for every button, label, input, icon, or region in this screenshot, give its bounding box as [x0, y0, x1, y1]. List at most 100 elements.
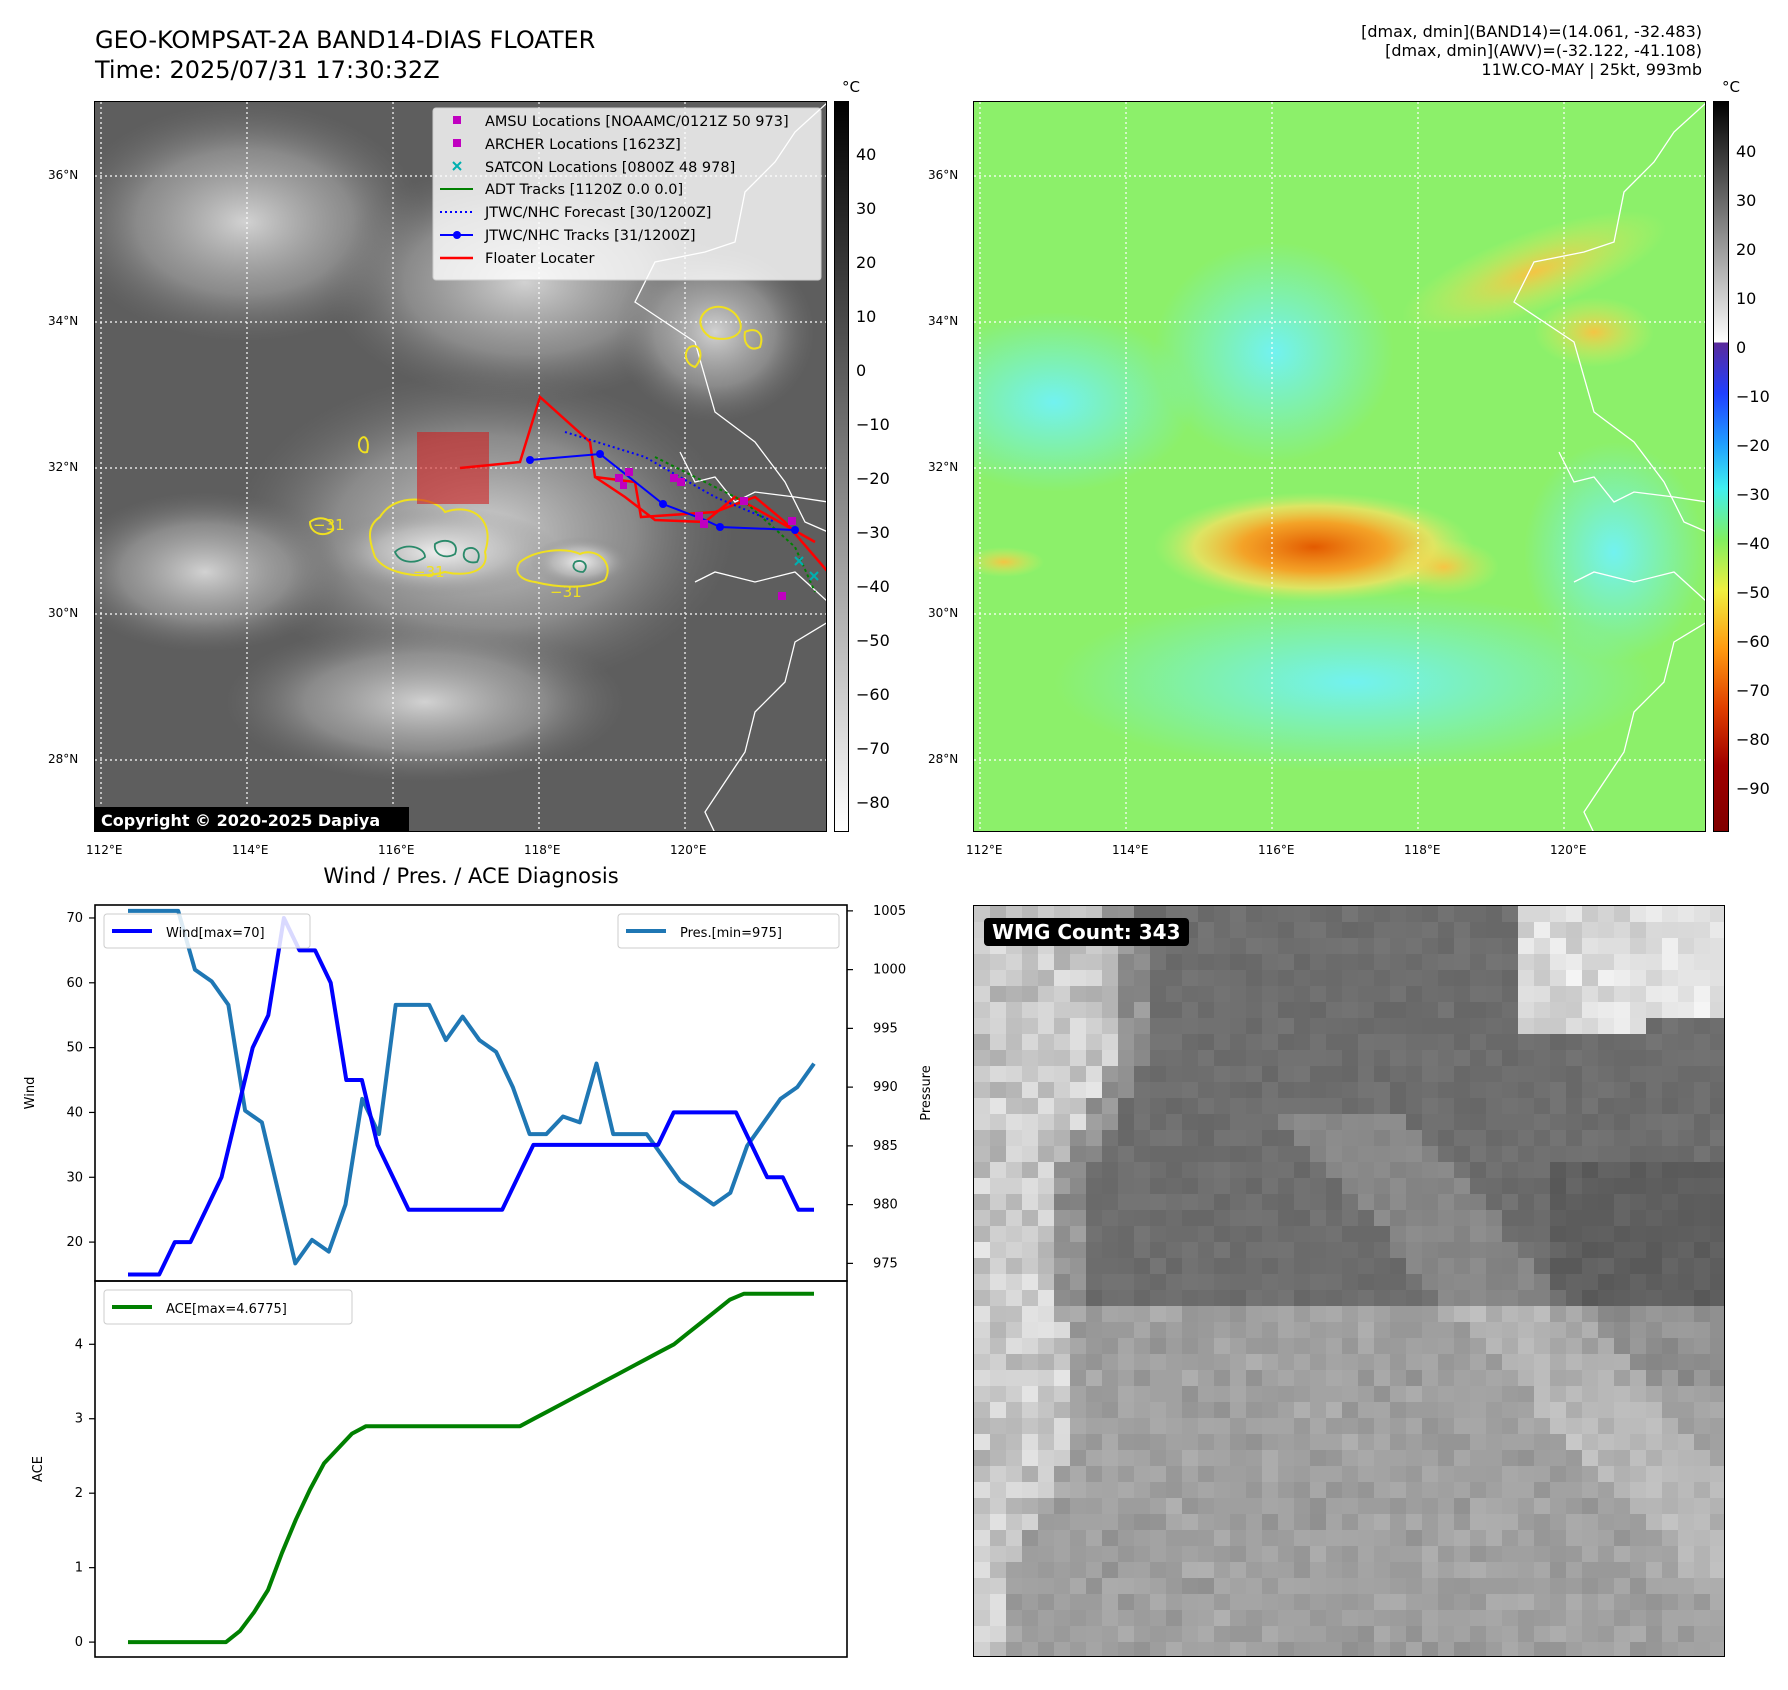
pressure-tick-label: 1005 — [873, 904, 906, 919]
pressure-tick-label: 995 — [873, 1021, 898, 1036]
wv-moist-band-west — [974, 312, 1194, 492]
wv-cbar-tick: 20 — [1736, 240, 1757, 259]
info-line-awv: [dmax, dmin](AWV)=(-32.122, -41.108) — [1385, 41, 1702, 60]
wv-cbar-tick: −40 — [1736, 534, 1770, 553]
wmg-count-badge: WMG Count: 343 — [984, 918, 1189, 946]
wv-cbar-tick: −10 — [1736, 387, 1770, 406]
legend-label-satcon: SATCON Locations [0800Z 48 978] — [485, 160, 735, 176]
wv-lon-tick-116: 116°E — [1258, 843, 1295, 857]
wv-cbar-tick: −30 — [1736, 485, 1770, 504]
wv-coastline — [1513, 102, 1705, 831]
ace-axes-frame — [94, 1280, 848, 1658]
ir-cbar-tick: −10 — [856, 415, 890, 434]
wv-colorbar-unit: °C — [1722, 78, 1740, 96]
legend-item-amsu: AMSU Locations [NOAAMC/0121Z 50 973] — [453, 114, 789, 130]
figure-title-line1: GEO-KOMPSAT-2A BAND14-DIAS FLOATER — [95, 26, 596, 54]
contour-cold-core — [393, 540, 587, 573]
wmg-canvas — [974, 906, 1724, 1656]
wmg-panel: WMG Count: 343 — [973, 905, 1725, 1657]
ir-cbar-tick: −40 — [856, 577, 890, 596]
pressure-legend-label: Pres.[min=975] — [680, 926, 782, 941]
pressure-tick-label: 1000 — [873, 963, 906, 978]
copyright-text: Copyright © 2020-2025 Dapiya — [101, 811, 380, 830]
legend-label-amsu: AMSU Locations [NOAAMC/0121Z 50 973] — [485, 114, 789, 130]
wind-tick-label: 70 — [66, 911, 83, 926]
ace-series-line — [128, 1291, 814, 1645]
jtwc-track-line — [529, 452, 796, 531]
lat-tick-30: 30°N — [48, 606, 79, 620]
legend-item-forecast: JTWC/NHC Forecast [30/1200Z] — [440, 205, 711, 221]
legend-label-forecast: JTWC/NHC Forecast [30/1200Z] — [484, 205, 711, 221]
wind-tick-label: 30 — [66, 1170, 83, 1185]
wv-cbar-tick: −80 — [1736, 730, 1770, 749]
wv-moist-band-south — [1054, 592, 1654, 772]
wv-west-cell — [974, 547, 1044, 577]
contour-minus31 — [308, 305, 763, 588]
ir-cbar-tick: 10 — [856, 307, 877, 326]
info-line-storm: 11W.CO-MAY | 25kt, 993mb — [1481, 60, 1702, 79]
legend-item-adt: ADT Tracks [1120Z 0.0 0.0] — [440, 182, 683, 198]
legend-item-tracks: JTWC/NHC Tracks [31/1200Z] — [440, 228, 696, 244]
ir-cloud-ne — [615, 242, 815, 422]
floater-box — [417, 432, 489, 504]
lat-tick-34: 34°N — [48, 314, 79, 328]
wv-moist-band-north — [1154, 242, 1394, 462]
legend-label-adt: ADT Tracks [1120Z 0.0 0.0] — [485, 182, 683, 198]
ir-cbar-tick: −60 — [856, 685, 890, 704]
copyright-box — [95, 807, 409, 831]
archer-locations — [615, 468, 796, 600]
ace-tick-label: 3 — [75, 1412, 83, 1427]
pressure-axis-label: Pressure — [919, 1065, 934, 1121]
ir-cloud-east — [530, 537, 630, 587]
jtwc-track-points — [526, 450, 799, 534]
wind-legend-label: Wind[max=70] — [166, 926, 265, 941]
wv-cbar-tick: −60 — [1736, 632, 1770, 651]
contour-label-1: −31 — [313, 516, 345, 534]
ir-cloud-west — [95, 492, 345, 652]
ace-tick-label: 2 — [75, 1486, 83, 1501]
legend-item-archer: ARCHER Locations [1623Z] — [453, 137, 681, 153]
ir-cbar-tick: −20 — [856, 469, 890, 488]
legend-item-floater: Floater Locater — [440, 251, 594, 267]
wv-lat-tick-36: 36°N — [928, 168, 959, 182]
ir-map-panel: −31 −31 −31 — [94, 101, 827, 832]
wv-ne-cells-2 — [1534, 297, 1654, 367]
wind-tick-label: 20 — [66, 1235, 83, 1250]
diagnosis-title: Wind / Pres. / ACE Diagnosis — [323, 864, 619, 888]
wv-lat-tick-32: 32°N — [928, 460, 959, 474]
wv-map-panel — [973, 101, 1706, 832]
wv-cbar-tick: 30 — [1736, 191, 1757, 210]
wv-lat-tick-34: 34°N — [928, 314, 959, 328]
wv-cbar-tick: −50 — [1736, 583, 1770, 602]
lat-tick-32: 32°N — [48, 460, 79, 474]
wv-grid — [974, 102, 1705, 831]
contour-label-3: −31 — [550, 583, 582, 601]
wv-ne-cells — [1401, 211, 1667, 333]
wind-tick-label: 40 — [66, 1105, 83, 1120]
ace-tick-label: 1 — [75, 1561, 83, 1576]
ace-tick-label: 0 — [75, 1635, 83, 1650]
lat-tick-28: 28°N — [48, 752, 79, 766]
jtwc-forecast-line — [564, 431, 776, 523]
ir-cbar-tick: −80 — [856, 793, 890, 812]
wv-lat-tick-28: 28°N — [928, 752, 959, 766]
ir-lon-ticks: 112°E 114°E 116°E 118°E 120°E — [0, 843, 1788, 859]
contour-label-2: −31 — [413, 563, 445, 581]
wind-legend-box — [103, 913, 311, 949]
ir-cbar-tick: 40 — [856, 145, 877, 164]
legend-label-floater: Floater Locater — [485, 251, 594, 267]
ir-cbar-tick: 30 — [856, 199, 877, 218]
wv-lat-tick-30: 30°N — [928, 606, 959, 620]
wmg-pixel-grid — [974, 906, 1724, 1656]
pressure-tick-label: 985 — [873, 1139, 898, 1154]
wv-moist-band-se — [1524, 442, 1704, 662]
coastline — [634, 102, 826, 831]
ace-tick-label: 4 — [75, 1337, 83, 1352]
wv-cbar-tick: −20 — [1736, 436, 1770, 455]
wmg-count-text: WMG Count: 343 — [992, 920, 1181, 944]
pressure-tick-label: 980 — [873, 1198, 898, 1213]
adt-track — [654, 456, 816, 593]
figure-title-line2: Time: 2025/07/31 17:30:32Z — [95, 56, 440, 84]
lon-tick-112: 112°E — [86, 843, 123, 857]
wv-east-cell — [1389, 539, 1499, 595]
